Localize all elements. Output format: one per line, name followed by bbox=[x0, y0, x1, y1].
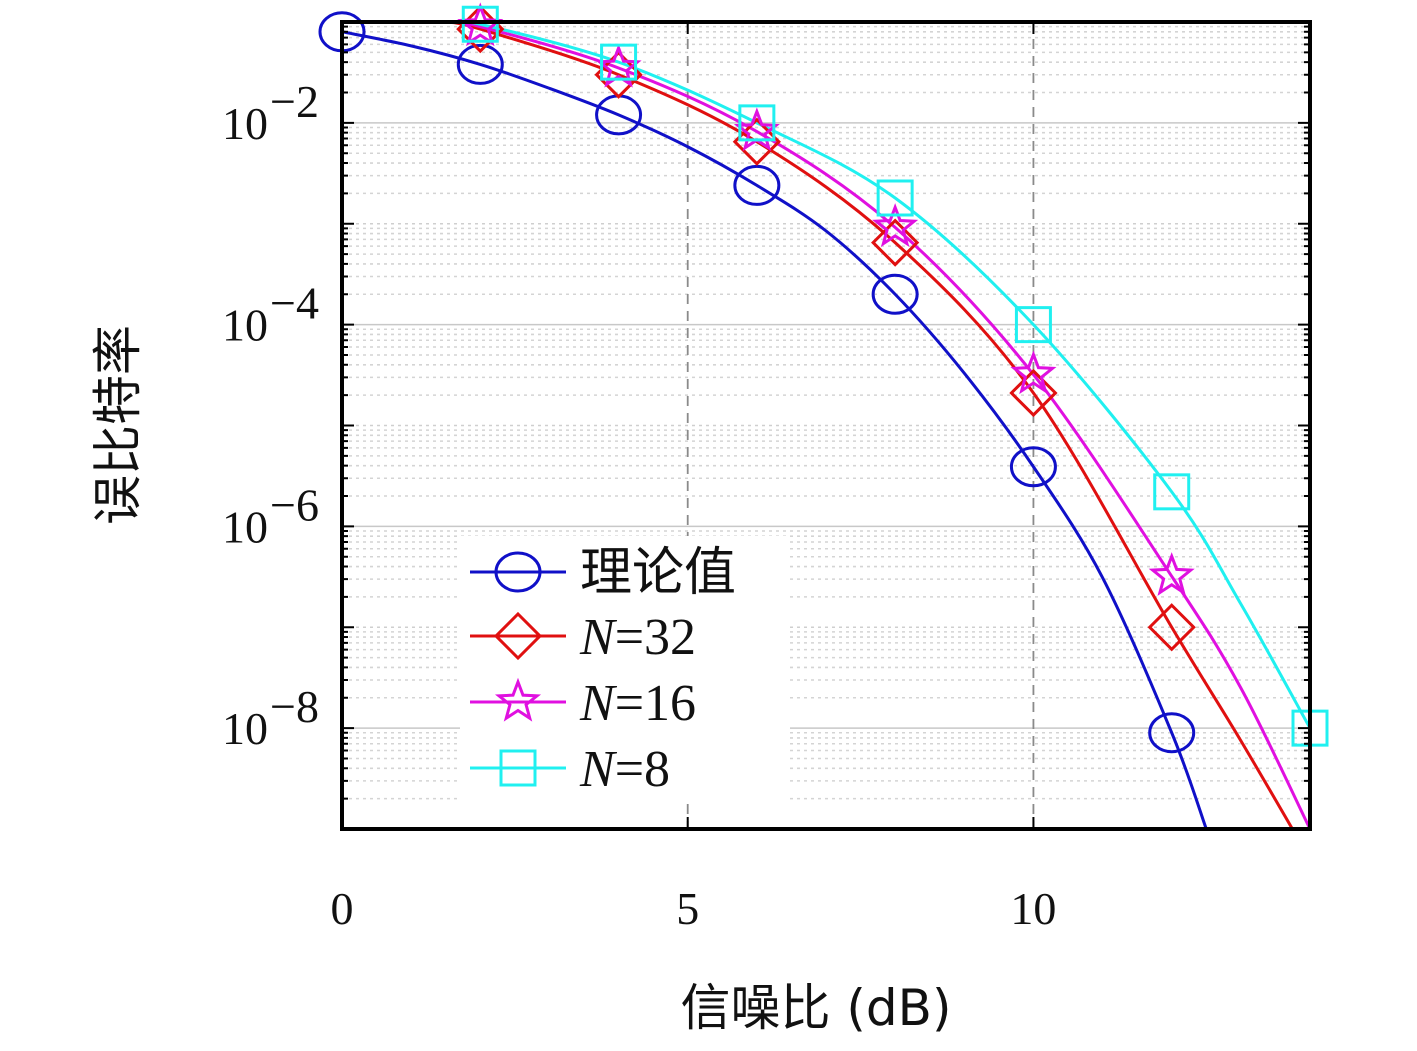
y-tick-exponent: −2 bbox=[270, 76, 319, 127]
data-point-circle bbox=[456, 43, 504, 85]
y-tick-label: 10 bbox=[222, 98, 268, 149]
legend-marker-diamond bbox=[493, 611, 543, 661]
data-point-star bbox=[1148, 552, 1195, 596]
y-tick-label: 10 bbox=[222, 703, 268, 754]
y-tick-exponent: −4 bbox=[270, 278, 319, 329]
data-point-diamond bbox=[732, 117, 781, 166]
y-axis-label: 误比特率 bbox=[89, 325, 147, 525]
series-markers bbox=[318, 2, 1329, 754]
legend-label: N=16 bbox=[579, 675, 696, 732]
series-line-0 bbox=[342, 30, 1208, 829]
y-tick-label: 10 bbox=[222, 501, 268, 552]
x-tick-label: 0 bbox=[331, 883, 354, 934]
data-point-circle bbox=[733, 164, 781, 206]
series-line-1 bbox=[445, 22, 1295, 829]
series-line-2 bbox=[445, 22, 1310, 829]
series-line-3 bbox=[445, 22, 1310, 729]
legend-box bbox=[460, 536, 790, 800]
x-axis-label: 信噪比 (dB) bbox=[681, 979, 952, 1037]
data-point-diamond bbox=[594, 50, 643, 99]
data-point-square bbox=[1014, 306, 1052, 344]
data-point-square bbox=[738, 104, 776, 142]
legend: 理论值 N=32 N=16 N=8 bbox=[460, 536, 790, 800]
data-point-star bbox=[872, 203, 919, 247]
legend-label: 理论值 bbox=[580, 543, 736, 603]
data-point-circle bbox=[871, 273, 919, 315]
y-tick-exponent: −6 bbox=[270, 479, 319, 530]
data-point-square bbox=[1153, 473, 1191, 511]
data-point-square bbox=[461, 5, 499, 43]
legend-label: N=8 bbox=[579, 741, 670, 798]
data-point-diamond bbox=[871, 218, 920, 267]
data-point-diamond bbox=[1009, 368, 1058, 418]
data-point-square bbox=[600, 43, 638, 81]
legend-marker-star bbox=[494, 677, 542, 722]
x-tick-label: 10 bbox=[1010, 883, 1056, 934]
legend-marker-circle bbox=[494, 551, 542, 593]
data-point-diamond bbox=[1147, 603, 1196, 652]
legend-marker-square bbox=[499, 749, 537, 787]
x-tick-label: 5 bbox=[676, 883, 699, 934]
data-point-star bbox=[595, 43, 642, 88]
y-tick-label: 10 bbox=[222, 300, 268, 351]
data-point-circle bbox=[1148, 712, 1196, 754]
y-tick-exponent: −8 bbox=[270, 681, 319, 732]
data-point-square bbox=[876, 179, 914, 217]
legend-label: N=32 bbox=[579, 609, 696, 666]
data-point-circle bbox=[1009, 446, 1057, 488]
data-point-star bbox=[1010, 350, 1057, 395]
series-curves bbox=[342, 22, 1310, 829]
